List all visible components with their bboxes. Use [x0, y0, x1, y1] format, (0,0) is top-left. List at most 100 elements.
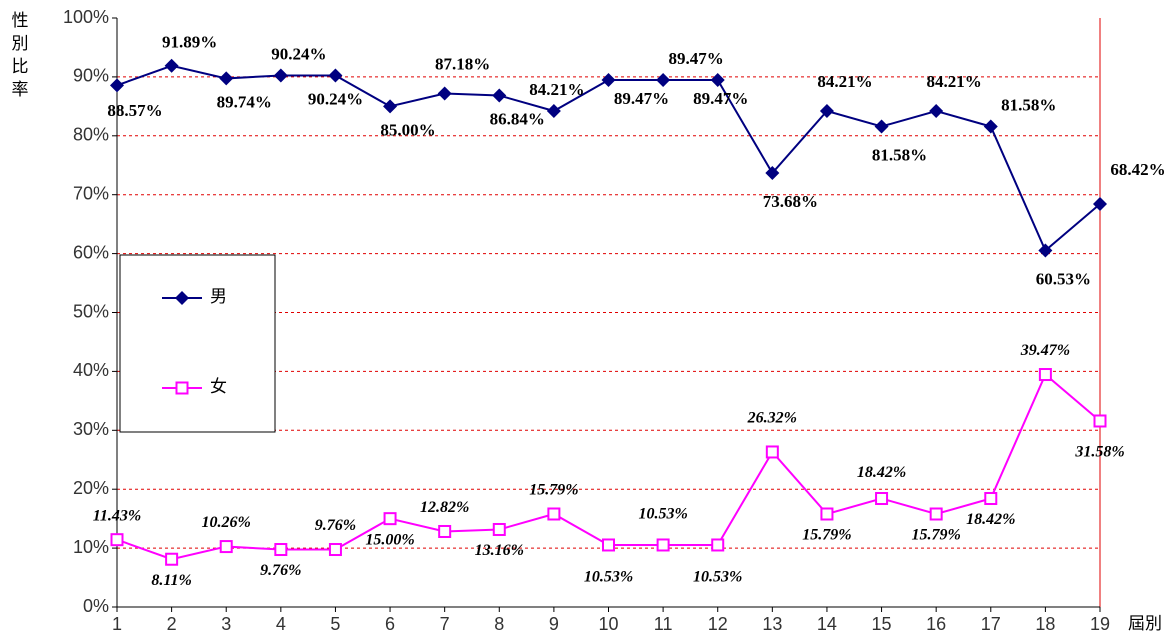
x-tick-label: 11 — [654, 614, 673, 634]
data-label: 26.32% — [747, 410, 797, 427]
data-label: 39.47% — [1020, 342, 1070, 359]
point — [328, 68, 343, 83]
y-tick-label: 20% — [73, 478, 109, 498]
y-tick-label: 50% — [73, 301, 109, 321]
x-tick-label: 1 — [112, 614, 122, 634]
point — [492, 522, 506, 536]
x-tick-label: 19 — [1090, 614, 1110, 634]
point — [175, 291, 189, 305]
point — [819, 104, 834, 119]
data-label: 31.58% — [1074, 444, 1124, 461]
point — [656, 538, 670, 552]
x-tick-label: 3 — [221, 614, 231, 634]
point — [984, 492, 998, 506]
point — [929, 104, 944, 119]
point — [328, 543, 342, 557]
data-label: 18.42% — [966, 511, 1015, 528]
x-tick-label: 15 — [872, 614, 892, 634]
data-label: 88.57% — [107, 101, 162, 120]
data-label: 10.53% — [693, 569, 742, 586]
y-tick-label: 80% — [73, 125, 109, 145]
data-label: 15.79% — [912, 527, 961, 544]
point — [929, 507, 943, 521]
y-tick-label: 40% — [73, 360, 109, 380]
point — [383, 99, 398, 114]
point — [1093, 414, 1107, 428]
data-label: 10.26% — [202, 514, 251, 531]
x-tick-label: 4 — [276, 614, 286, 634]
point — [983, 119, 998, 134]
data-label: 87.18% — [435, 54, 490, 73]
point — [547, 507, 561, 521]
point — [219, 71, 234, 86]
y-tick-label: 90% — [73, 66, 109, 86]
data-label: 15.79% — [802, 527, 851, 544]
data-label: 73.68% — [763, 192, 818, 211]
data-label: 9.76% — [315, 517, 356, 534]
data-label: 86.84% — [490, 109, 545, 128]
point — [874, 119, 889, 134]
point — [711, 538, 725, 552]
data-label: 81.58% — [872, 145, 927, 164]
point — [656, 73, 671, 88]
point — [438, 524, 452, 538]
y-tick-label: 30% — [73, 419, 109, 439]
point — [274, 543, 288, 557]
data-label: 60.53% — [1036, 269, 1091, 288]
y-axis-label: 性別比率 — [12, 11, 29, 99]
data-label: 12.82% — [420, 499, 469, 516]
x-tick-label: 5 — [330, 614, 340, 634]
point — [765, 166, 780, 181]
x-tick-label: 13 — [762, 614, 782, 634]
point — [765, 445, 779, 459]
x-tick-label: 10 — [598, 614, 618, 634]
point — [219, 540, 233, 554]
data-label: 84.21% — [529, 80, 584, 99]
legend-label: 女 — [210, 377, 227, 396]
x-tick-label: 7 — [440, 614, 450, 634]
data-label: 81.58% — [1001, 95, 1056, 114]
data-label: 84.21% — [817, 72, 872, 91]
x-tick-label: 2 — [167, 614, 177, 634]
point — [110, 78, 124, 93]
point — [164, 58, 179, 73]
x-tick-label: 18 — [1035, 614, 1055, 634]
data-label: 13.16% — [475, 542, 524, 559]
x-tick-label: 6 — [385, 614, 395, 634]
data-label: 85.00% — [380, 120, 435, 139]
y-tick-label: 70% — [73, 183, 109, 203]
data-label: 8.11% — [151, 572, 191, 589]
point — [546, 104, 561, 119]
data-label: 10.53% — [638, 506, 687, 523]
point — [175, 381, 189, 395]
data-label: 10.53% — [584, 569, 633, 586]
x-tick-label: 14 — [817, 614, 837, 634]
x-tick-label: 8 — [494, 614, 504, 634]
data-label: 89.47% — [614, 89, 669, 108]
point — [602, 538, 615, 552]
point — [601, 73, 616, 88]
legend-label: 男 — [210, 287, 227, 306]
x-tick-label: 9 — [549, 614, 559, 634]
data-label: 84.21% — [927, 72, 982, 91]
y-tick-label: 60% — [73, 242, 109, 262]
point — [492, 88, 507, 103]
y-tick-label: 0% — [83, 596, 109, 616]
point — [383, 512, 397, 526]
point — [273, 68, 288, 83]
data-label: 89.47% — [668, 49, 723, 68]
data-label: 90.24% — [308, 89, 363, 108]
point — [165, 552, 179, 566]
point — [1038, 368, 1052, 382]
point — [1093, 197, 1107, 212]
y-tick-label: 100% — [63, 7, 109, 27]
point — [1038, 243, 1053, 258]
x-tick-label: 12 — [708, 614, 728, 634]
data-label: 9.76% — [260, 562, 301, 579]
point — [710, 73, 725, 88]
point — [820, 507, 834, 521]
data-label: 15.79% — [529, 482, 578, 499]
legend-box — [119, 254, 276, 433]
x-axis-label: 屆別 — [1128, 614, 1162, 633]
